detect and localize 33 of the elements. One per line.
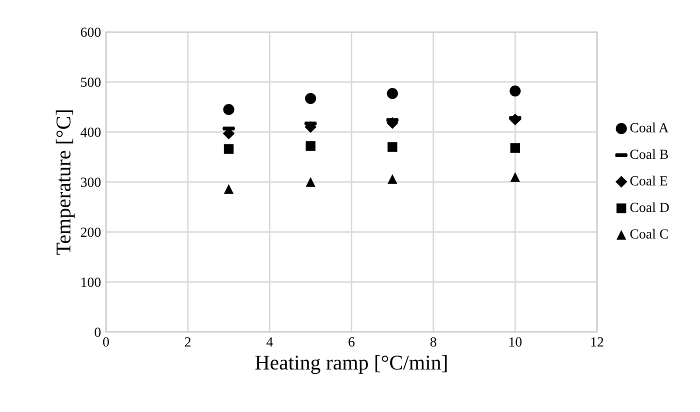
y-tick-label: 600	[80, 28, 101, 37]
point	[224, 184, 234, 194]
y-tick-label: 200	[80, 228, 101, 237]
legend-label: Coal E	[630, 176, 668, 186]
point	[510, 85, 521, 97]
x-tick-label: 12	[591, 337, 604, 346]
point	[224, 144, 234, 154]
x-tick-label: 4	[266, 337, 273, 346]
point	[223, 104, 234, 116]
point	[305, 92, 316, 104]
y-tick-label: 100	[82, 278, 101, 287]
legend-label: Coal D	[630, 202, 669, 212]
legend-label: Coal B	[630, 149, 668, 159]
y-tick-label: 400	[80, 128, 101, 137]
point	[306, 177, 316, 187]
point	[306, 141, 316, 151]
y-tick-label: 0	[94, 328, 101, 337]
point	[388, 142, 398, 152]
x-tick-label: 10	[509, 337, 522, 347]
y-tick-label: 500	[81, 78, 101, 87]
legend-label: Coal C	[630, 228, 668, 239]
point	[386, 88, 398, 100]
x-tick-label: 2	[184, 337, 191, 346]
x-axis-title: Heating ramp [°C/min]	[255, 355, 447, 374]
point	[388, 174, 398, 184]
point	[510, 143, 520, 153]
legend-label: Coal A	[630, 122, 669, 132]
x-tick-label: 8	[430, 337, 436, 347]
y-axis-title: Temperature [°C]	[56, 110, 75, 255]
x-tick-label: 0	[103, 337, 109, 347]
point	[510, 172, 520, 182]
y-tick-label: 300	[80, 178, 101, 187]
x-tick-label: 6	[348, 337, 355, 347]
